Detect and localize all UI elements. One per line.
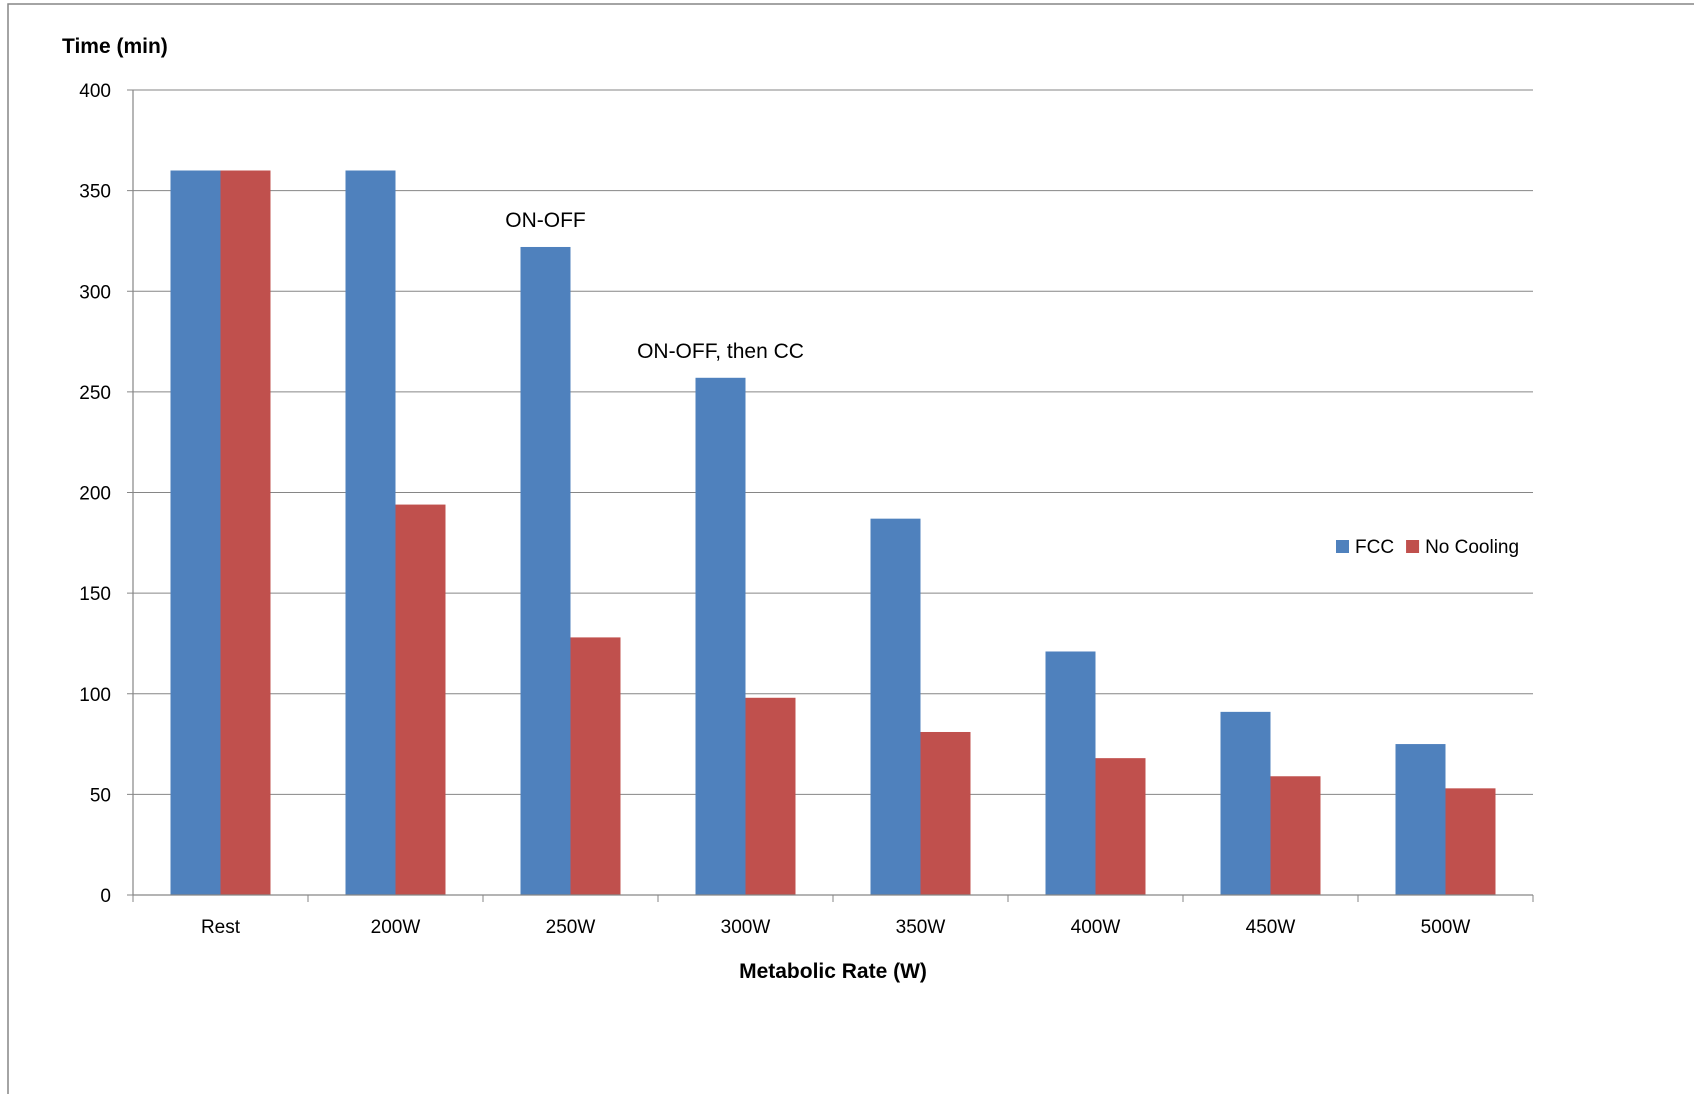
x-tick-label: 500W [1421, 917, 1471, 938]
y-tick-label: 300 [79, 282, 111, 303]
bars [170, 170, 1496, 896]
x-tick-label: 300W [721, 917, 771, 938]
axes [127, 89, 1534, 902]
annotations: ON-OFF ON-OFF, then CC [505, 209, 804, 363]
bar-fcc [1045, 651, 1096, 895]
legend-swatch-no-cooling [1406, 540, 1420, 553]
bar-no-cooling [1095, 758, 1146, 895]
bar-no-cooling [220, 170, 271, 895]
x-tick-label: 250W [546, 917, 596, 938]
y-axis-tick-labels: 0 50 100 150 200 250 300 350 400 [79, 81, 111, 907]
legend: FCC No Cooling [1336, 537, 1519, 558]
bar-no-cooling [570, 637, 621, 895]
y-axis-title: Time (min) [62, 35, 168, 58]
bar-fcc [520, 246, 571, 896]
bar-fcc [170, 170, 221, 895]
bar-no-cooling [395, 504, 446, 895]
bar-no-cooling [1270, 776, 1321, 895]
y-tick-label: 0 [100, 886, 111, 907]
x-tick-label: Rest [201, 917, 241, 938]
y-tick-label: 350 [79, 182, 111, 203]
y-tick-label: 100 [79, 685, 111, 706]
legend-label: FCC [1355, 537, 1394, 558]
legend-swatch-fcc [1336, 540, 1349, 553]
y-tick-label: 400 [79, 81, 111, 102]
y-tick-label: 250 [79, 383, 111, 404]
x-axis-tick-labels: Rest 200W 250W 300W 350W 400W 450W 500W [201, 917, 1470, 938]
bar-fcc [345, 170, 396, 895]
bar-fcc [1220, 711, 1271, 895]
y-tick-label: 200 [79, 484, 111, 505]
bar-fcc [1395, 744, 1446, 895]
x-tick-label: 350W [896, 917, 946, 938]
legend-label: No Cooling [1425, 537, 1519, 558]
y-tick-label: 50 [90, 785, 111, 806]
y-tick-label: 150 [79, 584, 111, 605]
bar-no-cooling [745, 697, 796, 895]
annotation-label: ON-OFF [505, 209, 585, 232]
bar-no-cooling [920, 731, 971, 895]
x-tick-label: 450W [1246, 917, 1296, 938]
x-tick-label: 200W [371, 917, 421, 938]
x-axis-title: Metabolic Rate (W) [739, 960, 927, 983]
bar-fcc [695, 377, 746, 896]
annotation-label: ON-OFF, then CC [637, 340, 804, 363]
bar-no-cooling [1445, 788, 1496, 895]
bar-fcc [870, 518, 921, 895]
x-tick-label: 400W [1071, 917, 1121, 938]
